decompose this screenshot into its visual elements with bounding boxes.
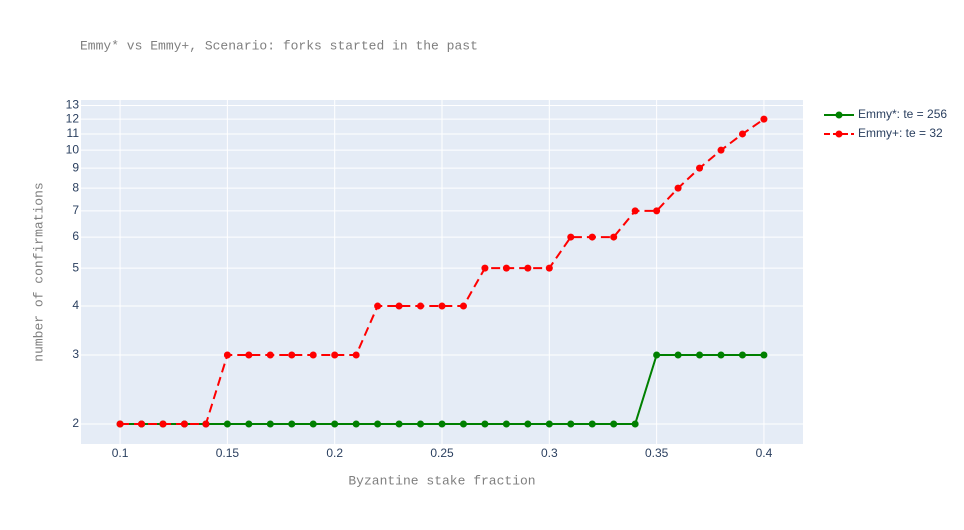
data-point: [223, 420, 231, 428]
data-point: [481, 420, 489, 428]
x-tick-label: 0.25: [430, 446, 454, 460]
data-point: [288, 420, 296, 428]
data-point: [631, 207, 639, 215]
data-point: [653, 351, 661, 359]
data-point: [309, 420, 317, 428]
x-tick-label: 0.3: [541, 446, 558, 460]
x-tick-label: 0.2: [326, 446, 343, 460]
data-point: [438, 420, 446, 428]
data-point: [696, 164, 704, 172]
y-tick-label: 4: [72, 298, 79, 312]
data-point: [481, 264, 489, 272]
data-point: [395, 420, 403, 428]
data-point: [610, 233, 618, 241]
data-point: [374, 420, 382, 428]
legend-marker: [835, 130, 843, 138]
data-point: [502, 420, 510, 428]
data-point: [309, 351, 317, 359]
data-point: [331, 420, 339, 428]
data-point: [588, 233, 596, 241]
data-point: [674, 184, 682, 192]
data-point: [631, 420, 639, 428]
x-tick-label: 0.35: [645, 446, 669, 460]
data-point: [717, 351, 725, 359]
x-axis-title: Byzantine stake fraction: [348, 473, 535, 488]
data-point: [653, 207, 661, 215]
y-tick-label: 7: [72, 203, 79, 217]
data-point: [567, 420, 575, 428]
y-tick-label: 6: [72, 229, 79, 243]
y-tick-label: 9: [72, 160, 79, 174]
data-point: [374, 302, 382, 310]
data-point: [545, 420, 553, 428]
y-tick-label: 12: [66, 111, 80, 125]
data-point: [610, 420, 618, 428]
data-point: [202, 420, 210, 428]
data-point: [438, 302, 446, 310]
data-point: [180, 420, 188, 428]
data-point: [266, 420, 274, 428]
legend-marker: [835, 111, 843, 119]
data-point: [502, 264, 510, 272]
y-tick-label: 8: [72, 180, 79, 194]
data-point: [352, 351, 360, 359]
data-point: [760, 115, 768, 123]
y-tick-label: 5: [72, 260, 79, 274]
data-point: [760, 351, 768, 359]
y-tick-label: 2: [72, 416, 79, 430]
y-tick-label: 11: [67, 126, 80, 140]
x-tick-label: 0.4: [756, 446, 773, 460]
chart-title: Emmy* vs Emmy+, Scenario: forks started …: [80, 38, 478, 53]
data-point: [717, 146, 725, 154]
data-point: [524, 264, 532, 272]
x-tick-label: 0.15: [216, 446, 240, 460]
data-point: [567, 233, 575, 241]
data-point: [459, 302, 467, 310]
data-point: [331, 351, 339, 359]
data-point: [417, 420, 425, 428]
data-point: [545, 264, 553, 272]
data-point: [138, 420, 146, 428]
y-axis-title: number of confirmations: [31, 182, 46, 361]
legend-label: Emmy+: te = 32: [858, 126, 943, 140]
data-point: [288, 351, 296, 359]
data-point: [524, 420, 532, 428]
data-point: [266, 351, 274, 359]
data-point: [696, 351, 704, 359]
data-point: [159, 420, 167, 428]
y-tick-label: 3: [72, 347, 79, 361]
data-point: [116, 420, 124, 428]
data-point: [738, 130, 746, 138]
y-tick-label: 10: [66, 142, 80, 156]
data-point: [674, 351, 682, 359]
data-point: [395, 302, 403, 310]
data-point: [223, 351, 231, 359]
data-point: [588, 420, 596, 428]
x-tick-label: 0.1: [112, 446, 129, 460]
data-point: [417, 302, 425, 310]
data-point: [245, 420, 253, 428]
data-point: [459, 420, 467, 428]
data-point: [245, 351, 253, 359]
legend-label: Emmy*: te = 256: [858, 107, 947, 121]
data-point: [738, 351, 746, 359]
y-tick-label: 13: [66, 98, 80, 112]
data-point: [352, 420, 360, 428]
